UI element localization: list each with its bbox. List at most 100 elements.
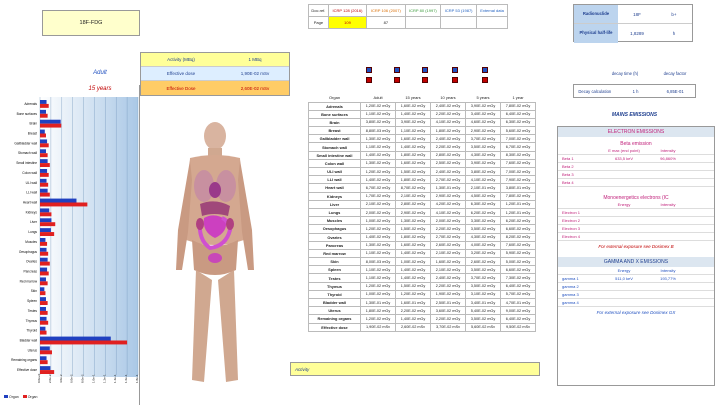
plus-icon[interactable]: [452, 67, 458, 73]
dose-cell: 5,60E-02 mGy: [500, 126, 536, 136]
organ-cell: Brain: [308, 117, 361, 128]
dose-cell: 2,70E-02 mGy: [430, 232, 466, 242]
col-header: 15 years: [405, 95, 421, 101]
dose-cell: 2,00E-02 mGy: [360, 207, 396, 218]
plus-icon[interactable]: [422, 67, 428, 73]
dose-cell: 7,00E-02 mGy: [500, 134, 536, 144]
organ-cell: Pancreas: [308, 240, 361, 250]
ref-cell[interactable]: 87: [366, 16, 406, 29]
category-label: Effective dose: [17, 368, 37, 372]
category-label: Thyroid: [26, 329, 37, 333]
dose-cell: 8,30E-02 mGy: [500, 150, 536, 160]
page-title: 18F-FDG: [42, 10, 140, 36]
dose-cell: 1,20E-02 mGy: [360, 101, 396, 111]
plus-icon[interactable]: [366, 67, 372, 73]
category-label: ULI wall: [26, 181, 38, 185]
minus-icon[interactable]: [394, 77, 400, 83]
bar-15-years: [40, 163, 50, 167]
table-row: Spleen 1,10E-02 mGy 1,40E-02 mGy 2,10E-02 m…: [308, 265, 536, 275]
dose-cell: 1,40E-02 mGy: [360, 150, 396, 160]
radionuclide-label: Radionuclide: [574, 5, 618, 23]
decay-row: Decay calculation 1 h 6,85E-01: [573, 84, 696, 98]
bar-adult: [40, 178, 47, 183]
table-row: Muscles 1,00E-02 mGy 1,30E-02 mGy 2,00E-02 …: [308, 216, 536, 226]
table-row: Pancreas 1,30E-02 mGy 1,60E-02 mGy 2,60E-02…: [308, 240, 536, 250]
dose-cell: 6,60E-02 mGy: [500, 265, 536, 275]
dosimex-b-note[interactable]: For external exposure see Dosimex B: [598, 244, 674, 249]
ref-cell[interactable]: [476, 16, 508, 29]
plus-icon[interactable]: [394, 67, 400, 73]
bar-15-years: [40, 222, 56, 227]
dose-cell: 9,50E-02 mSv: [500, 322, 536, 332]
dose-cell: 2,00E-02 mGy: [430, 216, 466, 226]
dose-cell: 3,90E-02 mGy: [395, 117, 431, 128]
legend-swatch-blue: [4, 395, 8, 398]
organ-cell: Skin: [308, 257, 361, 267]
emissions-panel: ELECTRON EMISSIONS Beta emission E max (…: [557, 126, 715, 386]
dose-cell: 5,40E-02 mGy: [465, 306, 501, 316]
radionuclide-select[interactable]: 18F: [633, 11, 641, 17]
dose-cell: 1,90E-02 mSv: [360, 322, 396, 332]
table-row: LLI wall 1,40E-02 mGy 1,80E-02 mGy 2,70E-02…: [308, 175, 536, 185]
dosimex-gx-note[interactable]: For external exposure see Dosimex GX: [596, 310, 676, 315]
plus-icon[interactable]: [482, 67, 488, 73]
bar-adult: [40, 100, 47, 104]
col-header: 5 years: [476, 95, 490, 101]
emission-name: Electron 4: [562, 234, 581, 239]
table-row: Gallbladder wall 1,30E-02 mGy 1,60E-02 mGy…: [308, 134, 536, 144]
category-label: Pancreas: [24, 270, 38, 274]
organ-cell: Breast: [308, 126, 361, 136]
organ-cell: Kidneys: [308, 191, 361, 201]
dose-cell: 5,00E-02 mGy: [500, 257, 536, 267]
dose-cell: 1,30E-02 mGy: [360, 240, 396, 250]
category-label: Stomach wall: [18, 151, 37, 155]
ref-cell[interactable]: [440, 16, 478, 29]
organ-cell: LLI wall: [308, 175, 361, 185]
dose-cell: 3,20E-02 mGy: [465, 248, 501, 259]
bottom-activity-bar[interactable]: Activity: [290, 362, 540, 376]
decay-label: Decay calculation: [578, 88, 612, 94]
dose-cell: 1,20E-01 mGy: [500, 199, 536, 209]
table-row: Bone surfaces 1,10E-02 mGy 1,40E-02 mGy 2,2…: [308, 109, 536, 119]
table-row: Skin 8,00E-03 mGy 1,00E-02 mGy 1,60E-02 mGy…: [308, 257, 536, 267]
dose-cell: 1,00E-02 mGy: [360, 289, 396, 300]
activity-input[interactable]: 1 MBq: [248, 57, 262, 62]
dose-cell: 2,40E-02 mGy: [430, 273, 466, 283]
page-number-cell[interactable]: 109: [327, 16, 368, 29]
chart-title: Adult: [93, 70, 107, 76]
dose-cell: 6,70E-02 mGy: [500, 142, 536, 152]
minus-icon[interactable]: [422, 77, 428, 83]
minus-icon[interactable]: [482, 77, 488, 83]
ref-cell: ICRP 106 (2007): [366, 4, 406, 17]
bar-adult: [40, 159, 48, 164]
dose-cell: 2,40E-02 mGy: [430, 101, 466, 111]
organ-cell: Liver: [308, 199, 361, 209]
minus-icon[interactable]: [452, 77, 458, 83]
bar-adult: [40, 208, 50, 213]
ref-cell: Page: [308, 16, 329, 29]
x-tick-label: 0.0e+0: [37, 373, 41, 383]
decay-time-input[interactable]: 1 h: [632, 88, 639, 94]
dose-cell: 5,70E-02 mGy: [500, 289, 536, 300]
bar-15-years: [40, 310, 48, 315]
dose-cell: 1,30E-02 mGy: [360, 134, 396, 144]
ref-cell: ICRP 128 (2016): [327, 4, 368, 17]
bar-adult: [40, 336, 111, 341]
dose-cell: 2,10E-02 mGy: [430, 248, 466, 259]
dose-cell: 3,90E-02 mGy: [465, 158, 501, 169]
bar-15-years: [40, 143, 49, 148]
dose-cell: 8,70E-02 mGy: [395, 183, 431, 193]
plot-area: [40, 97, 138, 377]
dose-cell: 2,10E-02 mGy: [395, 191, 431, 201]
dose-cell: 2,40E-02 mGy: [430, 134, 466, 144]
effective-dose-value-2: 2,60E-02 mSv: [240, 85, 270, 91]
minus-icon[interactable]: [366, 77, 372, 83]
bar-15-years: [40, 350, 52, 355]
bar-15-years: [40, 281, 48, 286]
ref-cell[interactable]: [404, 16, 442, 29]
dose-cell: 3,80E-02 mGy: [360, 117, 396, 128]
emission-row: Beta 4: [558, 179, 714, 187]
bar-adult: [40, 287, 45, 292]
emission-name: gamma 4: [562, 300, 579, 305]
bottom-activity-label: Activity: [295, 366, 310, 372]
